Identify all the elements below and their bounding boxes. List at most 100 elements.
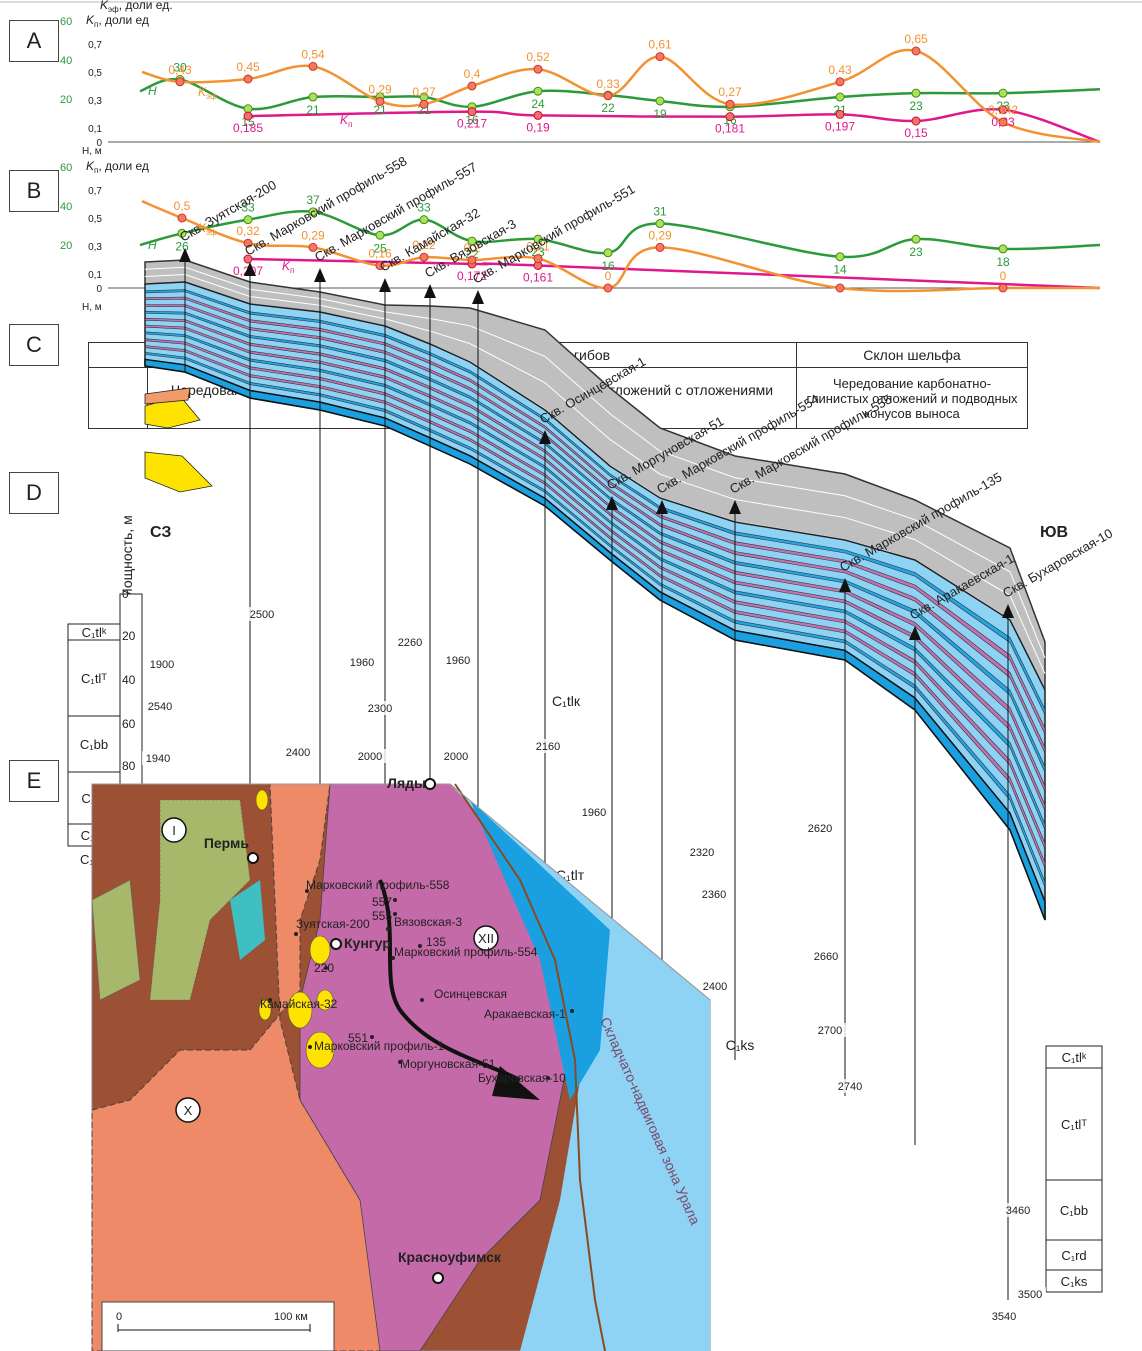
map-well-label: 220 (314, 961, 334, 975)
h-tick-label: 60 (60, 16, 72, 28)
k-eff-series-line (141, 200, 1100, 293)
k-eff-point (375, 261, 385, 271)
map-well-point (393, 898, 397, 902)
map-well-point (308, 1045, 312, 1049)
depth-label-bg (1014, 1287, 1046, 1301)
well-arrow (179, 248, 191, 262)
k-eff-point (655, 52, 665, 62)
panel-label-d: D (9, 472, 59, 514)
transport-arrow-head (492, 1066, 540, 1100)
map-well-label: Бухаровская-10 (478, 1071, 566, 1085)
city-label: Красноуфимск (398, 1249, 502, 1265)
k-p-value-label: 0,185 (233, 121, 263, 135)
chart-a: Kэф, доли ед.Kп, доли ед 0,7 0,5 0,3 0,1 0 60 4… (0, 0, 1142, 157)
well-arrow (244, 262, 256, 276)
h-point (533, 234, 543, 244)
scale-end-label: 100 км (274, 1311, 308, 1323)
k-tick-label: 0,5 (88, 68, 102, 79)
map-well-point (546, 1076, 550, 1080)
strat-label-right: C₁tlᵏ (1062, 1050, 1087, 1065)
h-point (998, 244, 1008, 254)
map-well-label: Марковский профиль-558 (306, 878, 450, 892)
k-eff-point (603, 283, 613, 293)
h-point (911, 88, 921, 98)
k-p-point (243, 254, 253, 264)
k-p-value-label: 0,161 (523, 270, 553, 284)
depth-label: 2320 (690, 847, 714, 859)
limestone-pattern (144, 266, 1046, 659)
depth-label-bg (442, 653, 474, 667)
k-tick-label: 0,3 (88, 96, 102, 107)
strat-cell-right (1045, 1239, 1103, 1271)
h-value-label: 21 (373, 103, 387, 117)
depth-label-bg (532, 739, 564, 753)
k-eff-value-label: 0,21 (526, 240, 550, 254)
map-well-label: 135 (426, 935, 446, 949)
h-value-label: 23 (909, 245, 923, 259)
k-p-point (243, 111, 253, 121)
map-well-point (418, 944, 422, 948)
map-well-label: 557 (372, 895, 392, 909)
h-point (243, 215, 253, 225)
h-value-label: 23 (909, 99, 923, 113)
well-arrow (379, 278, 391, 292)
k-p-value-label: 0,15 (904, 126, 928, 140)
fold-zone-boundary (454, 783, 606, 1351)
h-value-label: 14 (833, 263, 847, 277)
h-point (655, 219, 665, 229)
city-label: Кунгур (344, 935, 391, 951)
k-p-curve-name: Kп (282, 259, 294, 275)
depth-label: 1960 (582, 807, 606, 819)
city-marker (330, 938, 342, 950)
strat-label-right: C₁bb (1060, 1203, 1088, 1218)
k-eff-point (998, 283, 1008, 293)
depth-label-bg (698, 887, 730, 901)
h-point (308, 92, 318, 102)
well-arrow (314, 268, 326, 282)
map-well-point (268, 998, 272, 1002)
depth-label: 2500 (250, 609, 274, 621)
map-well-label: Марковский профиль-554 (394, 945, 538, 959)
thickness-tick: 40 (122, 673, 136, 687)
k-eff-value-label: 0,29 (648, 228, 672, 242)
k-eff-value-label: 0,45 (236, 60, 260, 74)
limestone-pattern (144, 274, 1046, 674)
h-point (835, 92, 845, 102)
h-axis-title: H, м (82, 146, 102, 157)
well-arrow (839, 578, 851, 592)
h-point (835, 252, 845, 262)
h-value-label: 22 (601, 101, 615, 115)
k-eff-point (467, 81, 477, 91)
map-well-point (324, 966, 328, 970)
k-eff-value-label: 0,2 (464, 241, 481, 255)
map-well-label: Вязовская-3 (394, 915, 462, 929)
depth-label-bg (699, 979, 731, 993)
map-olive-zone (91, 879, 141, 1001)
zone-label: X (184, 1103, 193, 1118)
k-eff-curve-name: Kэф (198, 85, 217, 101)
k-eff-point (243, 74, 253, 84)
h-tick-label: 40 (60, 201, 72, 213)
well-arrow (656, 500, 668, 514)
panel-label-b: B (9, 170, 59, 212)
k-eff-curve-name: Kэф (198, 221, 217, 237)
h-point (603, 248, 613, 258)
h-tick-label: 40 (60, 55, 72, 67)
k-eff-axis-title: Kэф, доли ед. (100, 0, 173, 14)
city-marker (247, 852, 259, 864)
k-p-point (533, 110, 543, 120)
map-sand-body (309, 935, 331, 965)
k-eff-value-label: 0,43 (168, 63, 192, 77)
strat-cell-left (67, 639, 121, 717)
map-well-label: Марковский профиль-1 (314, 1039, 444, 1053)
h-tick-label: 20 (60, 240, 72, 252)
k-p-point (467, 107, 477, 117)
city-label: Ляды (387, 775, 426, 791)
k-tick-label: 0,7 (88, 40, 102, 51)
scale-box (101, 1301, 335, 1351)
depth-label-bg (146, 657, 178, 671)
map-sand-body (305, 1031, 335, 1069)
k-eff-value-label: 0,27 (718, 85, 742, 99)
k-eff-point (911, 46, 921, 56)
